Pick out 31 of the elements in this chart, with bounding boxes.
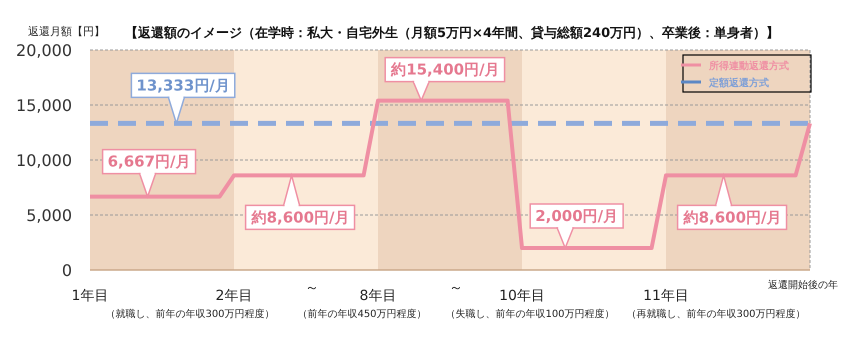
text: （再就職し、前年の年収300万円程度）: [626, 308, 806, 320]
annotation: 6,667円/月: [108, 152, 191, 171]
text: （就職し、前年の年収300万円程度）: [105, 308, 275, 320]
x-tick-label: 10年目: [499, 288, 545, 304]
annotation: 約8,600円/月: [682, 208, 782, 226]
x-tick-label: 8年目: [360, 288, 396, 304]
y-tick-label: 15,000: [16, 96, 72, 115]
callout: 13,333円/月: [130, 72, 236, 126]
annotation: 13,333円/月: [136, 76, 230, 94]
x-tick-label: 1年目: [72, 288, 108, 304]
text: 定額返還方式: [709, 78, 769, 89]
y-tick-label: 10,000: [16, 151, 72, 170]
x-tick-label: 11年目: [643, 288, 689, 304]
y-axis-title: 返還月額【円】: [28, 25, 105, 38]
callout: 6,667円/月: [102, 148, 196, 199]
callout: 約8,600円/月: [244, 172, 356, 230]
text: ～: [449, 280, 463, 296]
annotation: 約15,400円/月: [390, 60, 500, 79]
y-tick-label: 20,000: [16, 41, 72, 60]
y-tick-label: 5,000: [26, 206, 72, 225]
text: （前年の年収450万円程度）: [297, 308, 427, 320]
callout: 約8,600円/月: [676, 172, 788, 230]
chart-title: 【返還額のイメージ（在学時：私大・自宅外生（月額5万円×4年間、貸与総額240万円）、卒業後：単身者）】: [125, 25, 780, 41]
x-axis-title: 返還開始後の年: [768, 279, 838, 291]
text: ～: [305, 280, 319, 296]
y-tick-label: 0: [62, 261, 72, 280]
annotation: 約8,600円/月: [250, 208, 350, 226]
legend-label: 所得連動返還方式: [708, 60, 789, 72]
text: （失職し、前年の年収100万円程度）: [445, 308, 615, 320]
x-tick-label: 2年目: [216, 288, 252, 304]
annotation: 2,000円/月: [535, 207, 618, 225]
